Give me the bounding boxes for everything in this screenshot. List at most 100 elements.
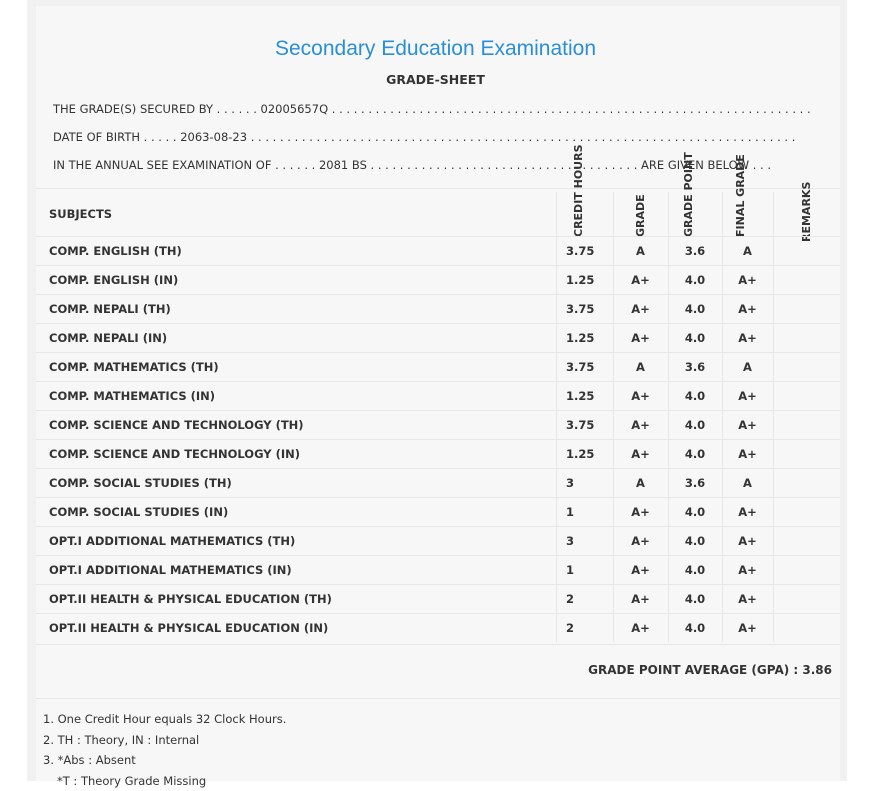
final-grade-cell: A+ <box>722 302 773 316</box>
note-item: 3. *Abs : Absent <box>43 750 286 771</box>
credit-hours-cell: 1.25 <box>566 331 594 345</box>
subject-cell: OPT.I ADDITIONAL MATHEMATICS (IN) <box>49 563 292 577</box>
credit-hours-cell: 3.75 <box>566 302 594 316</box>
grade-point-cell: 4.0 <box>668 534 722 548</box>
grade-cell: A <box>613 476 668 490</box>
grade-point-cell: 4.0 <box>668 418 722 432</box>
subject-cell: COMP. MATHEMATICS (TH) <box>49 360 219 374</box>
table-top-border <box>36 188 840 189</box>
credit-hours-cell: 1.25 <box>566 273 594 287</box>
grade-cell: A+ <box>613 331 668 345</box>
date-of-birth-line: DATE OF BIRTH . . . . . 2063-08-23 . . .… <box>53 130 813 144</box>
final-grade-cell: A+ <box>722 563 773 577</box>
row-divider <box>36 352 840 353</box>
grade-sheet-heading: GRADE-SHEET <box>0 72 871 87</box>
grade-point-cell: 4.0 <box>668 621 722 635</box>
secured-by-line: THE GRADE(S) SECURED BY . . . . . . 0200… <box>53 102 813 116</box>
subject-cell: OPT.I ADDITIONAL MATHEMATICS (TH) <box>49 534 295 548</box>
credit-hours-cell: 3.75 <box>566 418 594 432</box>
grade-cell: A+ <box>613 592 668 606</box>
subject-cell: COMP. NEPALI (IN) <box>49 331 167 345</box>
subject-cell: COMP. SCIENCE AND TECHNOLOGY (IN) <box>49 447 300 461</box>
credit-hours-cell: 2 <box>566 592 574 606</box>
row-divider <box>36 323 840 324</box>
grade-cell: A+ <box>613 273 668 287</box>
grade-header: GRADE <box>635 193 647 237</box>
subject-cell: COMP. SOCIAL STUDIES (TH) <box>49 476 232 490</box>
gpa-bottom-border <box>36 698 840 699</box>
final-grade-cell: A <box>722 244 773 258</box>
grade-cell: A+ <box>613 505 668 519</box>
final-grade-cell: A+ <box>722 592 773 606</box>
grade-point-cell: 4.0 <box>668 505 722 519</box>
credit-hours-header: CREDIT HOURS <box>573 193 597 237</box>
credit-hours-cell: 1 <box>566 505 574 519</box>
row-divider <box>36 468 840 469</box>
grade-cell: A <box>613 244 668 258</box>
credit-hours-cell: 3 <box>566 534 574 548</box>
credit-hours-cell: 3.75 <box>566 244 594 258</box>
final-grade-cell: A+ <box>722 621 773 635</box>
credit-hours-cell: 1.25 <box>566 389 594 403</box>
grade-point-cell: 4.0 <box>668 331 722 345</box>
grade-point-cell: 3.6 <box>668 244 722 258</box>
row-divider <box>36 555 840 556</box>
subject-cell: OPT.II HEALTH & PHYSICAL EDUCATION (TH) <box>49 592 332 606</box>
row-divider <box>36 497 840 498</box>
grade-cell: A <box>613 360 668 374</box>
subject-cell: COMP. SOCIAL STUDIES (IN) <box>49 505 228 519</box>
final-grade-cell: A+ <box>722 534 773 548</box>
grade-point-header: GRADE POINT <box>683 193 707 237</box>
column-divider <box>556 192 557 642</box>
subject-cell: COMP. NEPALI (TH) <box>49 302 171 316</box>
subjects-header: SUBJECTS <box>49 207 112 221</box>
exam-year-line: IN THE ANNUAL SEE EXAMINATION OF . . . .… <box>53 158 813 172</box>
final-grade-cell: A+ <box>722 331 773 345</box>
final-grade-cell: A+ <box>722 447 773 461</box>
final-grade-cell: A+ <box>722 505 773 519</box>
grade-cell: A+ <box>613 447 668 461</box>
subject-cell: COMP. MATHEMATICS (IN) <box>49 389 215 403</box>
grade-point-cell: 3.6 <box>668 476 722 490</box>
row-divider <box>36 439 840 440</box>
row-divider <box>36 236 840 237</box>
grade-cell: A+ <box>613 534 668 548</box>
notes-list: 1. One Credit Hour equals 32 Clock Hours… <box>43 709 286 791</box>
grade-point-cell: 4.0 <box>668 302 722 316</box>
column-divider <box>773 192 774 642</box>
credit-hours-cell: 3 <box>566 476 574 490</box>
credit-hours-cell: 2 <box>566 621 574 635</box>
row-divider <box>36 526 840 527</box>
grade-point-cell: 4.0 <box>668 563 722 577</box>
exam-title: Secondary Education Examination <box>0 37 871 61</box>
grade-point-cell: 4.0 <box>668 273 722 287</box>
subject-cell: COMP. ENGLISH (TH) <box>49 244 182 258</box>
row-divider <box>36 294 840 295</box>
final-grade-cell: A+ <box>722 273 773 287</box>
table-bottom-border <box>36 644 840 645</box>
subject-cell: OPT.II HEALTH & PHYSICAL EDUCATION (IN) <box>49 621 328 635</box>
credit-hours-cell: 1.25 <box>566 447 594 461</box>
credit-hours-cell: 3.75 <box>566 360 594 374</box>
final-grade-cell: A <box>722 360 773 374</box>
row-divider <box>36 410 840 411</box>
note-item: 1. One Credit Hour equals 32 Clock Hours… <box>43 709 286 730</box>
credit-hours-cell: 1 <box>566 563 574 577</box>
grade-cell: A+ <box>613 302 668 316</box>
remarks-header: REMARKS <box>801 190 813 242</box>
final-grade-header: FINAL GRADE <box>735 193 759 237</box>
grade-point-cell: 4.0 <box>668 389 722 403</box>
grade-cell: A+ <box>613 389 668 403</box>
grade-cell: A+ <box>613 563 668 577</box>
gpa-summary: GRADE POINT AVERAGE (GPA) : 3.86 <box>588 663 832 677</box>
grade-point-cell: 3.6 <box>668 360 722 374</box>
grade-point-cell: 4.0 <box>668 447 722 461</box>
final-grade-cell: A+ <box>722 418 773 432</box>
grade-cell: A+ <box>613 418 668 432</box>
final-grade-cell: A+ <box>722 389 773 403</box>
row-divider <box>36 613 840 614</box>
subject-cell: COMP. SCIENCE AND TECHNOLOGY (TH) <box>49 418 304 432</box>
row-divider <box>36 381 840 382</box>
note-item: 2. TH : Theory, IN : Internal <box>43 730 286 751</box>
final-grade-cell: A <box>722 476 773 490</box>
